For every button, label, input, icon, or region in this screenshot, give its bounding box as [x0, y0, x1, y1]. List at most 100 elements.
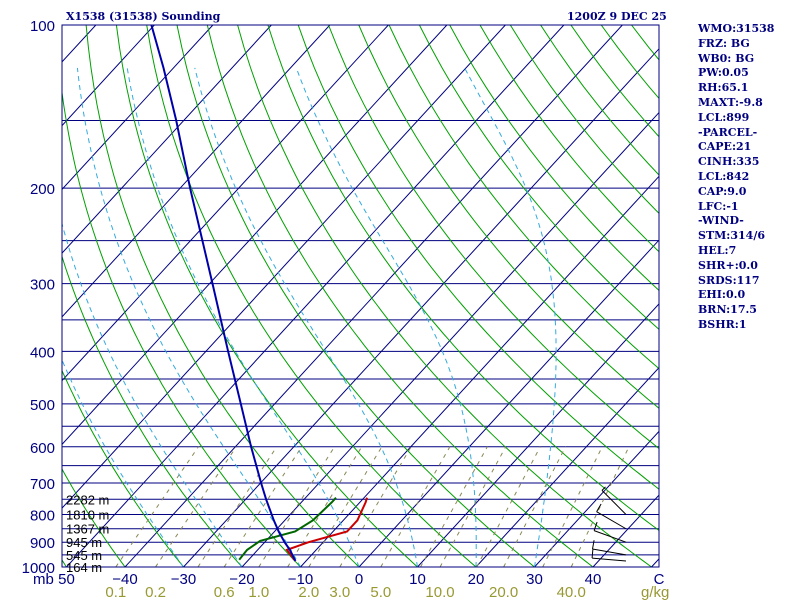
- mixing-ratio-line: [155, 446, 237, 567]
- isotherm-line: [124, 25, 623, 567]
- stat-item: -PARCEL-: [698, 125, 758, 139]
- mixing-ratio-tick-label: 0.2: [145, 584, 166, 600]
- mixing-ratio-line: [223, 446, 303, 567]
- mixing-ratio-line: [258, 446, 335, 567]
- stat-item: SRDS:117: [698, 273, 760, 287]
- isotherm-line: [62, 25, 389, 382]
- dry-adiabat-line: [479, 25, 659, 253]
- dry-adiabat-line: [62, 254, 243, 567]
- isotherm-line: [241, 111, 659, 567]
- mixing-ratio-tick-label: 1.0: [248, 584, 269, 600]
- stat-item: STM:314/6: [698, 229, 765, 243]
- stat-item: SHR+:0.0: [698, 258, 758, 272]
- mixing-ratio-tick-label: 40.0: [557, 584, 586, 600]
- isotherm-line: [62, 25, 448, 446]
- mixing-ratio-tick-label: 10.0: [425, 584, 454, 600]
- isotherm-line: [66, 25, 565, 567]
- moist-adiabat-line: [295, 67, 477, 567]
- stat-item: RH:65.1: [698, 81, 749, 95]
- dry-adiabat-line: [62, 369, 185, 567]
- temperature-tick-label: 40: [585, 571, 602, 588]
- dry-adiabat-line: [176, 25, 536, 567]
- isotherm-line: [534, 430, 659, 567]
- temperature-tick-label: 10: [409, 571, 426, 588]
- mixing-ratio-line: [542, 446, 603, 567]
- plot-frame: [61, 24, 660, 568]
- isotherm-line: [62, 25, 272, 254]
- isotherm-line: [62, 25, 214, 191]
- isotherm-line: [358, 239, 659, 567]
- mixing-ratio-line: [287, 446, 363, 567]
- isotherm-line: [417, 303, 659, 567]
- mixing-ratio-tick-label: 0.6: [214, 584, 235, 600]
- wind-barb: [592, 540, 627, 556]
- stat-item: PW:0.05: [698, 66, 749, 80]
- temperature-tick-label: 0: [355, 571, 363, 588]
- wind-barb: [591, 549, 627, 562]
- wind-barb: [593, 521, 627, 543]
- dry-adiabat-line: [237, 25, 653, 567]
- dry-adiabat-line: [418, 25, 659, 331]
- stat-item: FRZ: BG: [698, 36, 750, 50]
- height-label: 945 m: [66, 535, 102, 550]
- pressure-tick-label: 300: [30, 277, 55, 294]
- dry-adiabat-line: [449, 25, 659, 292]
- isotherm-line: [62, 25, 506, 509]
- moist-adiabat-line: [464, 67, 557, 567]
- dry-adiabat-line: [62, 467, 126, 567]
- dry-adiabat-line: [267, 25, 659, 532]
- sounding-stats-list: WMO:31538 FRZ: BG WB0: BG PW:0.05 RH:65.1 MAX…: [698, 22, 774, 333]
- parcel-trace: [150, 25, 297, 562]
- temperature-tick-label: −20: [229, 571, 254, 588]
- wind-barb: [601, 486, 627, 515]
- pressure-tick-label: 1000: [22, 560, 55, 577]
- stat-item: BSHR:1: [698, 317, 747, 331]
- mixing-ratio-unit-label: g/kg: [641, 584, 669, 600]
- stat-item: HEL:7: [698, 243, 737, 257]
- stat-item: LCL:842: [698, 169, 750, 183]
- mixing-ratio-line: [197, 446, 278, 567]
- pressure-tick-label: 400: [30, 344, 55, 361]
- temperature-unit-label: C: [654, 571, 665, 588]
- stat-item: CAP:9.0: [698, 184, 747, 198]
- moist-adiabat-line: [194, 67, 418, 567]
- mixing-ratio-line: [308, 446, 383, 567]
- height-label: 1810 m: [66, 508, 109, 523]
- height-label: 164 m: [66, 560, 102, 575]
- dry-adiabat-line: [358, 25, 659, 409]
- stat-item: WMO:31538: [698, 22, 775, 35]
- isotherm-line: [475, 366, 659, 567]
- height-label: 2282 m: [66, 492, 109, 507]
- isotherm-line: [300, 175, 659, 567]
- pressure-unit-label: mb: [33, 571, 54, 588]
- mixing-ratio-tick-label: 20.0: [489, 584, 518, 600]
- valid-time: 1200Z 9 DEC 25: [567, 10, 667, 23]
- isotherm-line: [62, 25, 331, 318]
- temperature-tick-label: 20: [468, 571, 485, 588]
- temperature-tick-label: −10: [288, 571, 313, 588]
- dry-adiabat-line: [328, 25, 659, 450]
- pressure-tick-label: 800: [30, 508, 55, 525]
- wind-barbs: [591, 486, 627, 562]
- chart-traces: [150, 25, 368, 562]
- temperature-tick-label: −30: [171, 571, 196, 588]
- isotherm-line: [183, 48, 659, 567]
- stat-item: CAPE:21: [698, 140, 752, 154]
- temperature-tick-label: 50: [58, 571, 75, 588]
- stat-item: BRN:17.5: [698, 303, 757, 317]
- stat-item: -WIND-: [698, 214, 744, 228]
- stat-item: LFC:-1: [698, 199, 739, 213]
- temperature-tick-label: −40: [112, 571, 137, 588]
- wind-barb: [596, 503, 627, 530]
- dry-adiabat-line: [388, 25, 659, 370]
- dry-adiabat-line: [206, 25, 594, 567]
- stat-item: WB0: BG: [698, 51, 755, 65]
- dry-adiabat-line: [62, 88, 302, 567]
- pressure-tick-label: 200: [30, 181, 55, 198]
- isotherm-line: [62, 25, 155, 127]
- pressure-tick-label: 900: [30, 535, 55, 552]
- moist-adiabat-line: [126, 67, 360, 567]
- moist-adiabat-line: [62, 358, 184, 567]
